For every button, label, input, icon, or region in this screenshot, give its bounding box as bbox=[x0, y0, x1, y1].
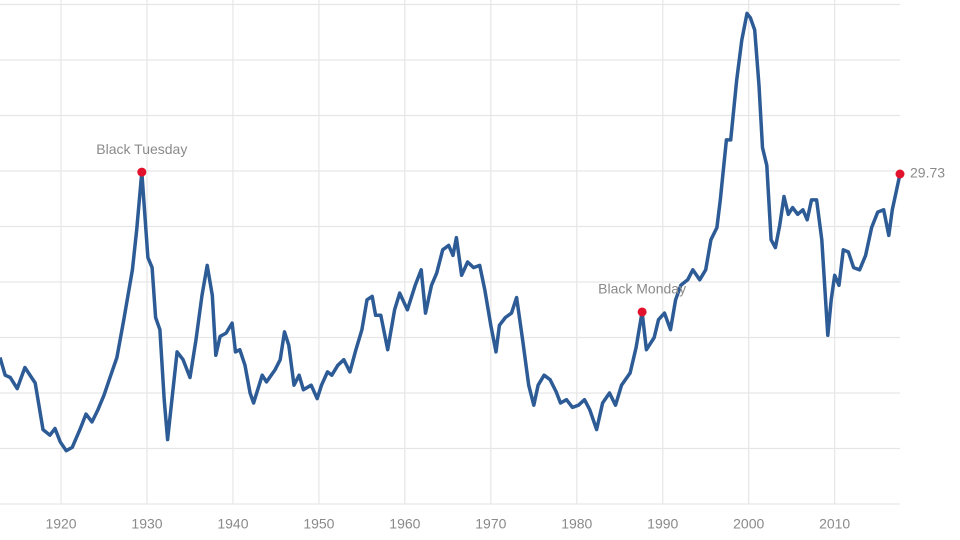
x-tick-label: 1930 bbox=[131, 516, 162, 532]
event-marker bbox=[637, 307, 647, 317]
x-tick-label: 1940 bbox=[217, 516, 248, 532]
x-tick-label: 1960 bbox=[389, 516, 420, 532]
x-tick-label: 1920 bbox=[45, 516, 76, 532]
x-tick-label: 2000 bbox=[733, 516, 764, 532]
annotation: Black Monday bbox=[598, 281, 686, 297]
end-marker bbox=[895, 169, 905, 179]
value-label: 29.73 bbox=[910, 165, 945, 181]
x-tick-label: 2010 bbox=[819, 516, 850, 532]
series-line bbox=[0, 11, 902, 453]
x-tick-label: 1980 bbox=[561, 516, 592, 532]
x-tick-label: 1950 bbox=[303, 516, 334, 532]
x-tick-label: 1970 bbox=[475, 516, 506, 532]
x-tick-label: 1990 bbox=[647, 516, 678, 532]
event-marker bbox=[137, 167, 147, 177]
annotation: Black Tuesday bbox=[96, 141, 187, 157]
